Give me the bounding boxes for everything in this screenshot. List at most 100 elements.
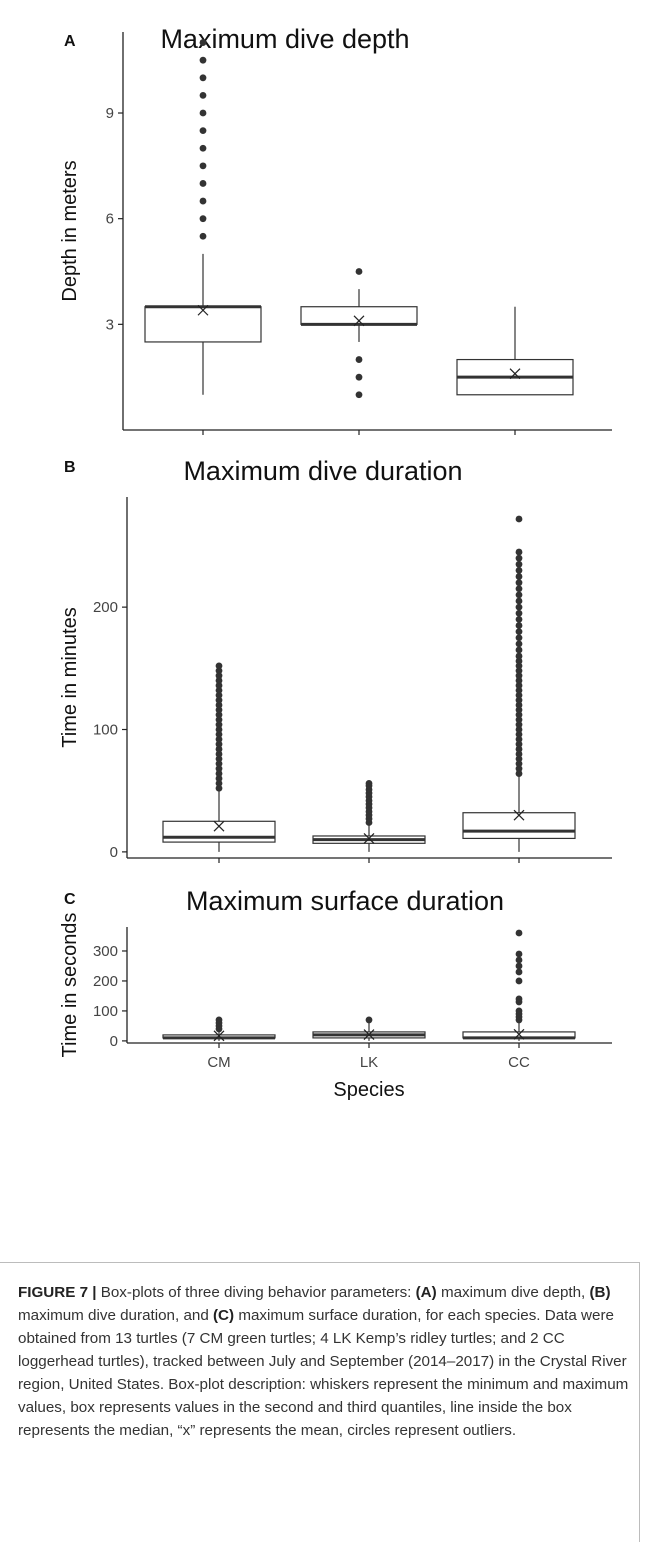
outlier-point	[199, 232, 207, 240]
mean-marker	[513, 809, 525, 821]
outlier-point	[515, 597, 523, 605]
caption-text-2: maximum dive depth,	[436, 1284, 590, 1301]
y-tick-label: 9	[106, 105, 114, 122]
outlier-point	[515, 765, 523, 773]
mean-marker	[509, 368, 521, 380]
mean-marker-stroke	[513, 809, 525, 821]
mean-marker-stroke	[513, 1028, 525, 1040]
mean-marker	[363, 832, 375, 844]
outlier-point	[355, 356, 363, 363]
outlier-point	[199, 39, 207, 46]
y-tick-label: 0	[110, 1033, 118, 1050]
outlier-point	[199, 74, 207, 82]
x-axis-label: Species	[333, 1079, 404, 1101]
mean-marker-stroke	[213, 1030, 225, 1042]
outlier-point	[215, 765, 223, 773]
outlier-point	[199, 91, 207, 99]
mean-marker-stroke	[509, 368, 521, 380]
y-axis-label: Time in seconds	[59, 913, 81, 1058]
y-tick-label: 6	[106, 211, 114, 228]
y-tick-label: 200	[93, 973, 118, 990]
outlier-point	[215, 760, 223, 768]
outlier-point	[515, 662, 523, 670]
outlier-point	[515, 628, 523, 636]
outlier-point	[199, 162, 207, 170]
outlier-point	[215, 770, 223, 777]
mean-marker-stroke	[363, 832, 375, 844]
outlier-point	[355, 373, 363, 381]
outlier-point	[515, 750, 523, 758]
outlier-point	[515, 646, 523, 654]
outlier-point	[515, 672, 523, 680]
outlier-point	[515, 760, 523, 768]
outlier-point	[355, 268, 363, 275]
outlier-point	[515, 716, 523, 724]
outlier-point	[515, 950, 523, 958]
outlier-point	[215, 672, 223, 680]
panel-letter: B	[64, 459, 76, 476]
x-tick-label: CM	[207, 1054, 230, 1071]
outlier-point	[515, 682, 523, 689]
caption-part-a: (A)	[415, 1284, 437, 1301]
panel-title: Maximum surface duration	[186, 886, 504, 916]
y-axis-label: Time in minutes	[59, 607, 81, 747]
box-cm	[162, 1016, 276, 1048]
box-cc	[456, 306, 574, 435]
panel-letter: A	[64, 33, 76, 50]
outlier-point	[515, 515, 523, 523]
outlier-point	[515, 640, 523, 648]
outlier-point	[215, 750, 223, 758]
outlier-point	[515, 696, 523, 704]
outlier-point	[515, 554, 523, 562]
outlier-point	[515, 977, 523, 985]
outlier-point	[515, 567, 523, 574]
mean-marker-stroke	[363, 1029, 375, 1041]
y-tick-label: 100	[93, 722, 118, 739]
outlier-point	[515, 735, 523, 743]
outlier-point	[515, 721, 523, 729]
outlier-point	[515, 711, 523, 719]
box-lk	[312, 779, 426, 863]
mean-marker-stroke	[213, 820, 225, 832]
iqr-box	[144, 306, 262, 343]
outlier-point	[515, 548, 523, 556]
y-axis-label: Depth in meters	[59, 160, 81, 301]
y-tick-label: 0	[110, 844, 118, 861]
outlier-point	[215, 691, 223, 699]
outlier-point	[515, 740, 523, 748]
outlier-point	[199, 180, 207, 187]
outlier-point	[215, 740, 223, 748]
outlier-point	[215, 731, 223, 738]
y-tick-label: 3	[106, 316, 114, 333]
outlier-point	[215, 667, 223, 675]
caption-text: FIGURE 7 | Box-plots of three diving beh…	[18, 1281, 640, 1442]
box-cc	[462, 515, 576, 863]
box-cc	[462, 929, 576, 1048]
outlier-point	[515, 968, 523, 976]
outlier-point	[515, 667, 523, 675]
outlier-point	[215, 677, 223, 684]
x-tick-label: LK	[360, 1054, 378, 1071]
outlier-point	[515, 585, 523, 593]
outlier-point	[199, 144, 207, 152]
outlier-point	[215, 779, 223, 787]
mean-marker	[213, 1030, 225, 1042]
panel-b: B Maximum dive duration 0 100 200 Time in min…	[59, 456, 612, 863]
outlier-point	[515, 634, 523, 642]
box-cm	[162, 662, 276, 863]
outlier-point	[515, 652, 523, 660]
x-tick-label: CC	[508, 1054, 530, 1071]
outlier-point	[515, 591, 523, 599]
outlier-point	[515, 615, 523, 623]
outlier-point	[215, 745, 223, 753]
panel-a: A Maximum dive depth 3 6 9 Depth in meters	[59, 24, 612, 435]
y-tick-label: 300	[93, 943, 118, 960]
caption-text-4: maximum surface duration, for each speci…	[18, 1307, 629, 1439]
outlier-point	[515, 609, 523, 617]
figure-7-box-plots: A Maximum dive depth 3 6 9 Depth in meters B Ma…	[59, 24, 612, 1101]
outlier-point	[515, 1007, 523, 1015]
outlier-point	[215, 784, 223, 792]
outlier-point	[215, 721, 223, 729]
outlier-point	[515, 995, 523, 1003]
caption-part-b: (B)	[589, 1284, 611, 1301]
